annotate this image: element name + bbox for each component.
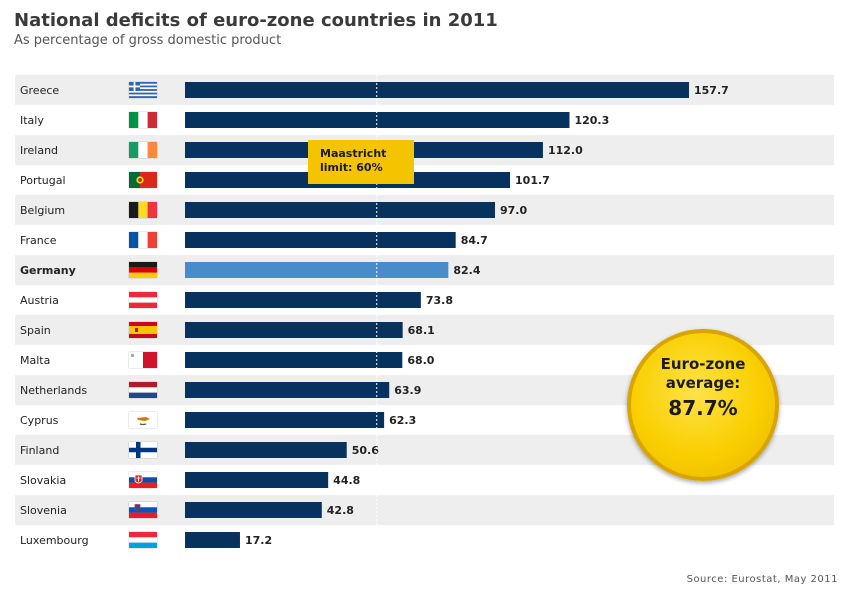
bar [185,472,329,488]
value-label: 42.8 [327,504,354,517]
average-value: 87.7% [668,396,738,420]
bar [185,412,385,428]
category-label: Malta [20,354,50,367]
cyprus-flag-icon [129,412,157,428]
value-label: 62.3 [389,414,416,427]
finland-flag-icon [129,442,157,458]
category-label: Slovenia [20,504,67,517]
value-label: 97.0 [500,204,527,217]
category-label: Ireland [20,144,58,157]
bar [185,502,322,518]
category-label: Germany [20,264,76,277]
chart-subtitle: As percentage of gross domestic product [14,33,282,48]
portugal-flag-icon [129,172,157,188]
greece-flag-icon [129,82,157,98]
maastricht-label-line2: limit: 60% [320,161,383,174]
austria-flag-icon [129,292,157,308]
value-label: 101.7 [515,174,550,187]
netherlands-flag-icon [129,382,157,398]
bar [185,442,347,458]
category-label: Slovakia [20,474,66,487]
value-label: 157.7 [694,84,729,97]
average-label-line2: average: [665,374,741,392]
category-label: Spain [20,324,51,337]
category-label: Italy [20,114,44,127]
bar [185,292,421,308]
luxembourg-flag-icon [129,532,157,548]
bar [185,382,390,398]
bar [185,262,449,278]
bar [185,82,689,98]
average-label-line1: Euro-zone [660,355,746,373]
spain-flag-icon [129,322,157,338]
chart-title: National deficits of euro-zone countries… [14,10,498,31]
source-note: Source: Eurostat, May 2011 [686,574,838,585]
value-label: 84.7 [461,234,488,247]
italy-flag-icon [129,112,157,128]
maastricht-callout: Maastricht limit: 60% [308,140,414,184]
bar [185,322,403,338]
value-label: 17.2 [245,534,272,547]
germany-flag-icon [129,262,157,278]
value-label: 82.4 [453,264,480,277]
category-label: Portugal [20,174,66,187]
malta-flag-icon [129,352,157,368]
maastricht-label-line1: Maastricht [320,147,387,160]
bar [185,352,403,368]
bar [185,532,240,548]
category-label: Austria [20,294,59,307]
category-label: Netherlands [20,384,87,397]
category-label: Greece [20,84,59,97]
average-badge: Euro-zone average: 87.7% [627,329,779,481]
category-label: Belgium [20,204,65,217]
category-label: Luxembourg [20,534,89,547]
value-label: 120.3 [574,114,609,127]
value-label: 68.1 [408,324,435,337]
value-label: 50.6 [352,444,379,457]
value-label: 112.0 [548,144,583,157]
bar [185,232,456,248]
ireland-flag-icon [129,142,157,158]
value-label: 68.0 [407,354,434,367]
value-label: 63.9 [394,384,421,397]
category-label: Cyprus [20,414,59,427]
slovenia-flag-icon [129,502,157,518]
value-label: 73.8 [426,294,453,307]
belgium-flag-icon [129,202,157,218]
value-label: 44.8 [333,474,360,487]
category-label: France [20,234,57,247]
bar [185,202,496,218]
france-flag-icon [129,232,157,248]
category-label: Finland [20,444,59,457]
slovakia-flag-icon [129,472,157,488]
